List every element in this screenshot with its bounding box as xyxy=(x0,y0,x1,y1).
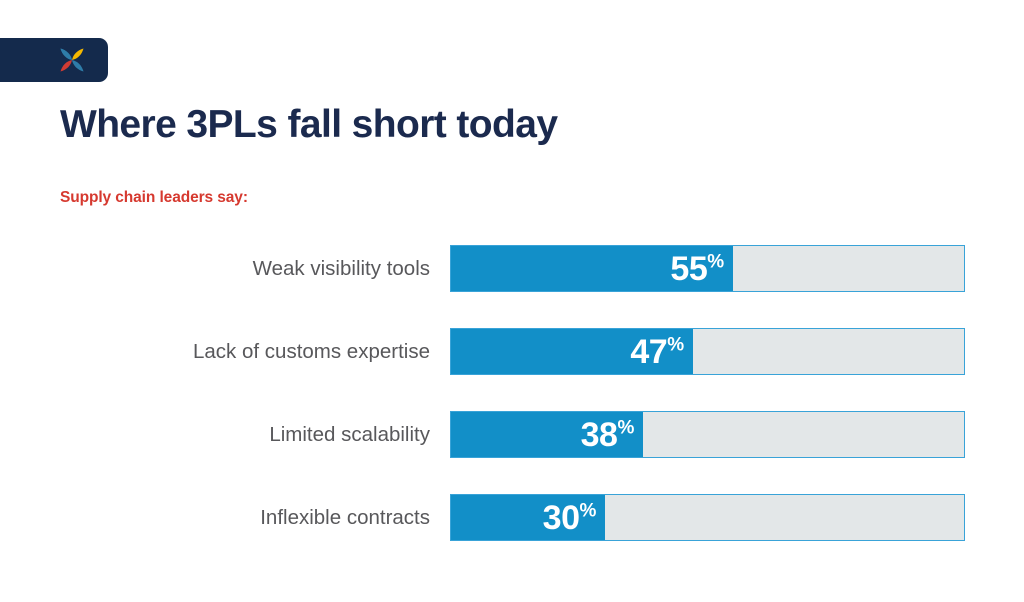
bar-fill: 55% xyxy=(451,246,734,291)
bar-category-label: Inflexible contracts xyxy=(260,505,430,529)
bar-category-label: Limited scalability xyxy=(269,422,430,446)
bar-track: 47% xyxy=(450,328,965,375)
bar-value: 47% xyxy=(630,335,684,369)
bar-value-percent-sign: % xyxy=(667,334,685,356)
bar-value-number: 30 xyxy=(542,498,580,537)
bar-row: Lack of customs expertise 47% xyxy=(0,328,1024,375)
bar-track: 55% xyxy=(450,245,965,292)
bar-fill: 47% xyxy=(451,329,694,374)
bar-category-label: Lack of customs expertise xyxy=(193,339,430,363)
bar-row: Limited scalability 38% xyxy=(0,411,1024,458)
bar-value: 38% xyxy=(581,418,635,452)
bar-track: 30% xyxy=(450,494,965,541)
bar-track: 38% xyxy=(450,411,965,458)
bar-value-number: 38 xyxy=(580,415,618,454)
bar-value: 55% xyxy=(670,252,724,286)
bar-value-percent-sign: % xyxy=(617,417,635,439)
chart-subtitle: Supply chain leaders say: xyxy=(60,189,248,206)
bar-value-number: 55 xyxy=(670,249,708,288)
bar-value-percent-sign: % xyxy=(707,251,725,273)
bar-value-percent-sign: % xyxy=(579,500,597,522)
brand-logo-badge xyxy=(0,38,108,82)
bar-value-number: 47 xyxy=(630,332,668,371)
bar-value: 30% xyxy=(543,501,597,535)
bar-row: Weak visibility tools 55% xyxy=(0,245,1024,292)
bar-row: Inflexible contracts 30% xyxy=(0,494,1024,541)
four-petal-pinwheel-logo-icon xyxy=(60,48,84,72)
horizontal-bar-chart: Weak visibility tools 55% Lack of custom… xyxy=(0,245,1024,541)
bar-fill: 38% xyxy=(451,412,644,457)
bar-fill: 30% xyxy=(451,495,606,540)
page-title: Where 3PLs fall short today xyxy=(60,103,558,146)
bar-category-label: Weak visibility tools xyxy=(252,256,430,280)
